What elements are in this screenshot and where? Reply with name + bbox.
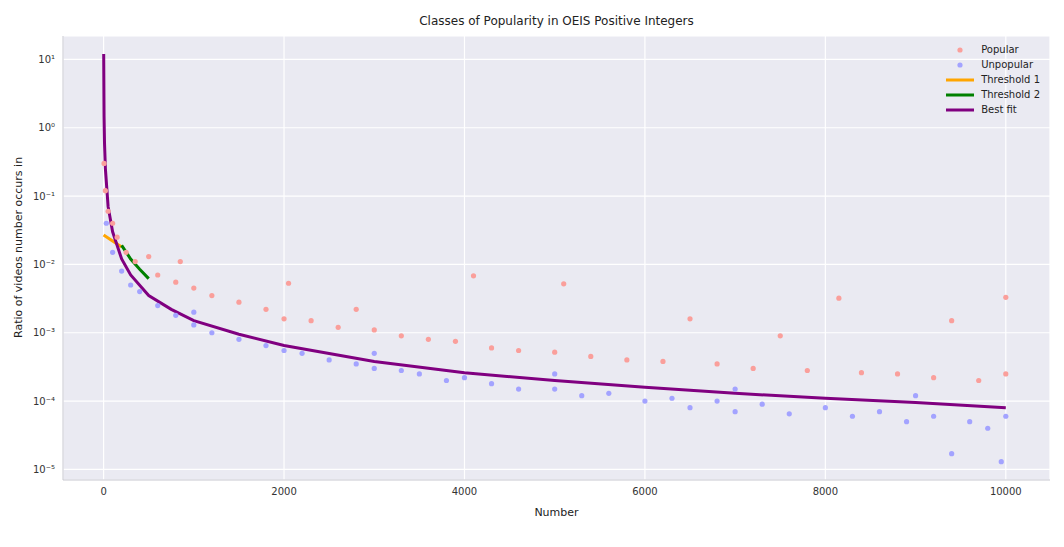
html-text:Unpopular: Unpopular — [981, 59, 1033, 70]
svg-text:10⁻⁴: 10⁻⁴ — [33, 396, 55, 407]
html-text:Popular: Popular — [981, 44, 1019, 55]
html-text:Best fit: Best fit — [981, 104, 1017, 115]
html-text:Classes of Popularity in OEIS: Classes of Popularity in OEIS Positive I… — [419, 14, 694, 28]
svg-text:10⁰: 10⁰ — [38, 122, 55, 133]
svg-text:10000: 10000 — [990, 486, 1022, 497]
svg-text:10⁻⁵: 10⁻⁵ — [33, 464, 55, 475]
svg-text:6000: 6000 — [632, 486, 657, 497]
svg-text:0: 0 — [100, 486, 106, 497]
html-text:Threshold 2: Threshold 2 — [981, 89, 1040, 100]
svg-text:Ratio of videos number occurs: Ratio of videos number occurs in — [12, 157, 25, 338]
html-text:Threshold 1: Threshold 1 — [981, 74, 1040, 85]
svg-text:10⁻³: 10⁻³ — [33, 327, 55, 338]
svg-text:10⁻¹: 10⁻¹ — [33, 191, 55, 202]
svg-text:10¹: 10¹ — [38, 54, 55, 65]
svg-text:Number: Number — [534, 506, 579, 519]
svg-text:10⁻²: 10⁻² — [33, 259, 55, 270]
svg-text:8000: 8000 — [813, 486, 838, 497]
svg-text:4000: 4000 — [452, 486, 477, 497]
svg-text:2000: 2000 — [271, 486, 296, 497]
